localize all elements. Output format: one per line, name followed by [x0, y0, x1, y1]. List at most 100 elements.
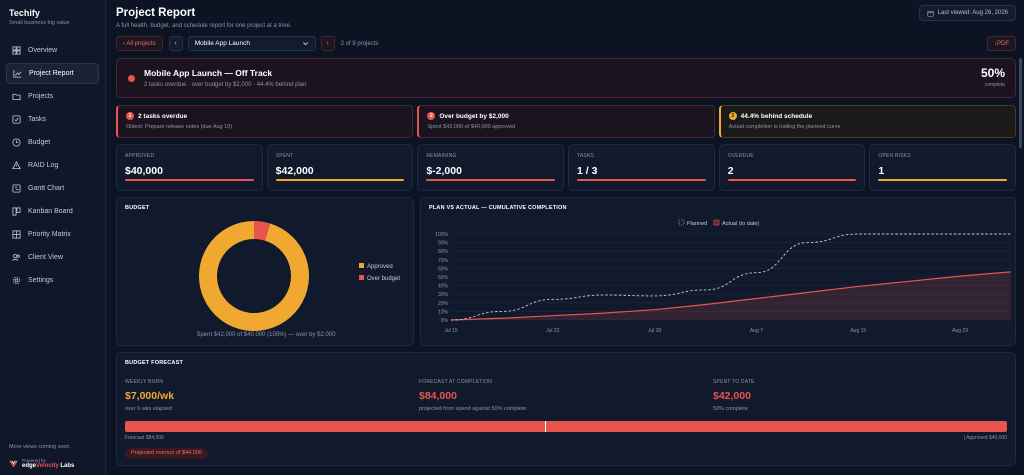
alert-heading: 1 2 tasks overdue	[126, 112, 404, 120]
sidebar-item-raid-log[interactable]: RAID Log	[6, 155, 99, 176]
forecast-col: WEEKLY BURN $7,000/wk over 6 wks elapsed	[125, 379, 419, 412]
project-select-value: Mobile App Launch	[194, 40, 250, 47]
status-subtitle: 2 tasks overdue · over budget by $2,000 …	[144, 82, 307, 88]
stats-row: APPROVED $40,000 SPENT $42,000 REMAINING $-2,…	[116, 144, 1017, 191]
brand: Techify Small business big value	[6, 8, 99, 26]
alert-heading: 3 44.4% behind schedule	[728, 112, 1007, 120]
sidebar-item-label: Settings	[28, 277, 54, 284]
alert-title: 44.4% behind schedule	[740, 112, 813, 120]
y-tick-label: 100%	[435, 232, 448, 238]
legend-label-actual: Actual (to date)	[722, 221, 759, 227]
forecast-value: $42,000	[713, 390, 751, 402]
plan-panel: PLAN VS ACTUAL — CUMULATIVE COMPLETION 0…	[420, 197, 1016, 346]
sidebar-item-overview[interactable]: Overview	[6, 40, 99, 61]
prev-project-button[interactable]: ‹	[168, 36, 183, 51]
stat-bar	[275, 179, 405, 181]
sidebar-item-label: Kanban Board	[28, 208, 73, 215]
stat-card-overdue: OVERDUE 2	[718, 144, 866, 191]
sidebar-item-projects[interactable]: Projects	[6, 86, 99, 107]
sidebar-item-client-view[interactable]: Client View	[6, 247, 99, 268]
legend-swatch	[359, 275, 364, 280]
budget-caption: Spent $42,000 of $40,000 (105%) — over b…	[196, 332, 336, 338]
y-tick-label: 30%	[438, 292, 449, 298]
page-title: Project Report	[116, 7, 196, 19]
y-tick-label: 10%	[438, 309, 449, 315]
y-tick-label: 40%	[438, 284, 449, 290]
sidebar-item-priority-matrix[interactable]: Priority Matrix	[6, 224, 99, 245]
alert-detail: Spent $42,000 of $40,000 approved	[427, 124, 516, 130]
sidebar-item-settings[interactable]: Settings	[6, 270, 99, 291]
sidebar-footer: More views coming soon Powered by edgeVe…	[9, 444, 99, 469]
approved-marker	[544, 421, 546, 432]
stat-bar	[125, 179, 254, 181]
legend-swatch-actual	[713, 219, 720, 226]
sidebar-item-label: Project Report	[29, 70, 74, 77]
sidebar-item-budget[interactable]: Budget	[6, 132, 99, 153]
powered-by-name: edgeVelocity Labs	[22, 463, 74, 469]
alert-detail: Oldest: Prepare release notes (due Aug 1…	[126, 124, 233, 130]
stat-card-tasks: TASKS 1 / 3	[568, 144, 715, 191]
completion-value: 50%	[980, 66, 1005, 80]
sidebar-item-label: Client View	[28, 254, 63, 261]
forecast-sub: over 6 wks elapsed	[125, 406, 173, 412]
stat-value: 1 / 3	[577, 165, 598, 177]
project-toolbar: ‹ All projects ‹ Mobile App Launch › 2 o…	[116, 36, 1016, 51]
chevron-down-icon	[302, 42, 308, 46]
y-tick-label: 50%	[438, 275, 449, 281]
sidebar-item-project-report[interactable]: Project Report	[6, 63, 99, 84]
next-project-button[interactable]: ›	[320, 36, 335, 51]
stat-bar	[878, 179, 1008, 181]
stat-label: OPEN RISKS	[878, 153, 911, 159]
stat-label: SPENT	[275, 153, 294, 159]
stat-value: 1	[878, 165, 885, 177]
budget-panel: BUDGET Approved Over budget Spent $42,000 …	[116, 197, 414, 346]
plan-panel-title: PLAN VS ACTUAL — CUMULATIVE COMPLETION	[429, 205, 567, 211]
y-tick-label: 20%	[438, 301, 449, 307]
x-tick-label: Aug 23	[952, 328, 968, 334]
y-tick-label: 70%	[438, 258, 449, 264]
forecast-col: SPENT TO DATE $42,000 50% complete	[713, 379, 1007, 412]
stat-value: $42,000	[275, 165, 314, 177]
page-subtitle: A full health, budget, and schedule repo…	[116, 23, 292, 29]
legend-label-planned: Planned	[687, 221, 707, 227]
budget-panel-title: BUDGET	[125, 205, 150, 211]
forecast-title: BUDGET FORECAST	[125, 360, 183, 366]
sidebar-item-label: Projects	[28, 93, 54, 100]
calendar-icon	[926, 10, 934, 17]
planned-line	[450, 233, 1011, 321]
stat-label: REMAINING	[426, 153, 457, 159]
all-projects-button[interactable]: ‹ All projects	[116, 36, 163, 51]
velocity-logo-icon	[9, 460, 18, 468]
alert-heading: 2 Over budget by $2,000	[427, 112, 705, 120]
sidebar-item-gantt-chart[interactable]: Gantt Chart	[6, 178, 99, 199]
y-tick-label: 0%	[441, 318, 449, 324]
sidebar-item-kanban-board[interactable]: Kanban Board	[6, 201, 99, 222]
forecast-label: SPENT TO DATE	[713, 379, 755, 385]
alerts-row: 1 2 tasks overdue Oldest: Prepare release …	[116, 105, 1016, 138]
stat-value: $-2,000	[426, 165, 462, 177]
budget-donut-chart: Approved Over budget Spent $42,000 of $40,…	[196, 221, 400, 338]
completion-label: complete	[984, 82, 1005, 88]
powered-by-label: Powered by	[22, 458, 46, 463]
sidebar-item-tasks[interactable]: Tasks	[6, 109, 99, 130]
budget-forecast-panel: BUDGET FORECAST WEEKLY BURN $7,000/wk over…	[116, 352, 1016, 466]
scrollbar[interactable]	[1019, 58, 1022, 148]
stat-bar	[727, 179, 857, 181]
legend-swatch	[359, 263, 364, 268]
project-select[interactable]: Mobile App Launch	[187, 36, 316, 51]
clock-icon	[12, 138, 21, 147]
x-tick-label: Jul 15	[444, 328, 458, 334]
alert-card: 2 Over budget by $2,000 Spent $42,000 of $…	[417, 105, 715, 138]
forecast-bar-right-label: | Approved $40,000	[963, 435, 1007, 441]
sidebar-item-label: Overview	[28, 47, 58, 54]
last-viewed-text: Last viewed: Aug 26, 2026	[937, 10, 1008, 16]
powered-name-b: Velocity	[36, 463, 59, 469]
y-tick-label: 90%	[438, 241, 449, 247]
alert-title: 2 tasks overdue	[138, 112, 188, 120]
status-banner: Mobile App Launch — Off Track 2 tasks ov…	[116, 58, 1016, 98]
pdf-button[interactable]: ↓PDF	[987, 36, 1016, 51]
forecast-sub: projected from spend against 50% complet…	[419, 406, 527, 412]
more-views-note: More views coming soon	[9, 444, 70, 450]
chart-line-icon	[13, 69, 22, 78]
stat-bar	[426, 179, 556, 181]
